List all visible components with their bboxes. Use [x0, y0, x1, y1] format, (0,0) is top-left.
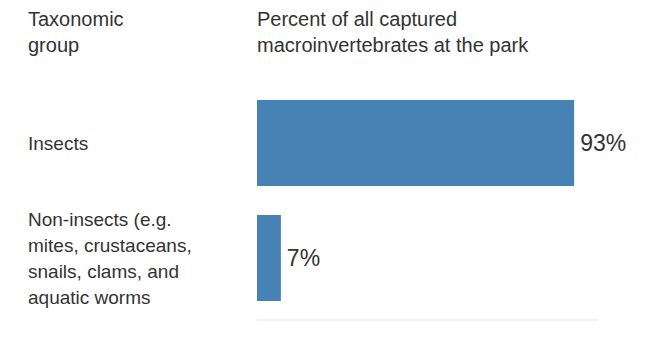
x-axis-line: [257, 320, 598, 321]
bar: [257, 215, 281, 301]
chart-container: Taxonomicgroup Percent of all capturedmac…: [0, 0, 650, 345]
chart-svg: Taxonomicgroup Percent of all capturedmac…: [0, 0, 650, 345]
category-label: Insects: [28, 133, 88, 154]
bars: [257, 100, 574, 301]
column-header: Percent of all capturedmacroinvertebrate…: [257, 8, 529, 56]
bar: [257, 100, 574, 186]
column-header: Taxonomicgroup: [28, 8, 124, 56]
data-label: 93%: [580, 130, 626, 156]
category-label: Non-insects (e.g.mites, crustaceans,snai…: [28, 209, 192, 308]
data-label: 7%: [287, 245, 320, 271]
